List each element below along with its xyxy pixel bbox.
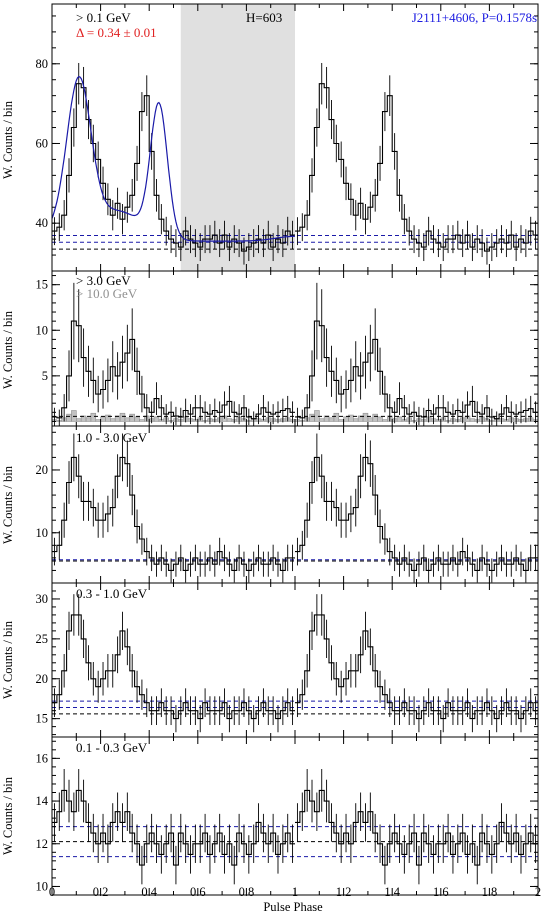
overlay-bar — [90, 412, 97, 422]
overlay-bar — [124, 417, 131, 422]
y-tick-label: 15 — [36, 712, 49, 726]
histogram-step — [52, 614, 295, 720]
x-axis-ticklabels: 0 0.2 0.4 0.6 0.8 1 1.2 1.4 1.6 1.8 2 — [49, 885, 541, 899]
offpulse-shaded-region — [180, 4, 295, 271]
histogram-layer — [51, 582, 539, 737]
y-tick-label: 25 — [36, 632, 49, 646]
y-tick-label: 10 — [36, 323, 49, 337]
y-tick-label: 14 — [36, 794, 49, 808]
energy-label: 0.1 - 0.3 GeV — [76, 740, 148, 755]
x-axis-label: Pulse Phase — [263, 900, 323, 914]
overlay-bar — [105, 414, 111, 422]
x-tick-label: 1.6 — [433, 885, 449, 899]
panel-above-3.0-gev: > 3.0 GeV > 10.0 GeV W. Counts / bin 5 10… — [1, 270, 539, 427]
x-tick-label: 1.2 — [336, 885, 352, 899]
histogram-step — [295, 614, 538, 720]
histogram-step — [295, 789, 538, 866]
overlay-bar — [134, 416, 140, 422]
y-tick-label: 80 — [36, 57, 49, 71]
y-tick-label: 20 — [36, 463, 49, 477]
y-axis-label: W. Counts / bin — [1, 465, 15, 544]
overlay-bar — [333, 412, 340, 422]
fit-curve — [51, 76, 295, 242]
x-tick-label: 0.2 — [93, 885, 109, 899]
overlay-bar — [367, 417, 374, 422]
x-tick-label: 1 — [292, 885, 298, 899]
histogram-step — [52, 320, 295, 420]
histogram-layer — [51, 426, 539, 584]
overlay-bar — [95, 419, 101, 422]
y-axis-label: W. Counts / bin — [1, 310, 15, 389]
overlay-bar — [85, 417, 92, 422]
overlay-bar — [343, 416, 349, 422]
energy-label: 0.3 - 1.0 GeV — [76, 586, 148, 601]
overlay-bar — [328, 417, 335, 422]
y-tick-label: 10 — [36, 879, 49, 893]
panel-1.0-3.0-gev: 1.0 - 3.0 GeV W. Counts / bin 10 20 — [1, 425, 539, 584]
overlay-bar — [153, 416, 160, 422]
y-tick-label: 15 — [36, 278, 49, 292]
overlay-bar — [362, 412, 369, 422]
panel-frame — [51, 736, 539, 896]
y-tick-label: 12 — [36, 837, 49, 851]
histogram-step — [52, 456, 295, 571]
overlay-bar — [309, 413, 315, 422]
overlay-bar — [469, 418, 476, 422]
htest-label: H=603 — [246, 10, 282, 25]
source-label: J2111+4606, P=0.1578s — [412, 10, 537, 25]
overlay-bar — [372, 413, 378, 422]
x-tick-label: 0.6 — [190, 885, 206, 899]
x-tick-label: 1.8 — [482, 885, 498, 899]
x-tick-label: 1.4 — [384, 885, 400, 899]
overlay-bar — [76, 418, 82, 422]
delta-label: Δ = 0.34 ± 0.01 — [76, 25, 157, 40]
overlay-bar — [119, 412, 126, 422]
histogram-step — [295, 320, 538, 420]
overlay-bar — [382, 419, 388, 422]
y-tick-label: 60 — [36, 136, 49, 150]
x-tick-label: 0 — [49, 885, 55, 899]
overlay-bar — [377, 416, 383, 422]
overlay-bar — [226, 418, 233, 422]
histogram-step — [52, 789, 295, 866]
panel-above-0.1-gev: > 0.1 GeV Δ = 0.34 ± 0.01 H=603 J2111+46… — [1, 3, 539, 272]
overlay-bar — [100, 416, 106, 422]
histogram-step — [295, 83, 538, 252]
y-axis-label: W. Counts / bin — [1, 620, 15, 699]
histogram-step — [295, 456, 538, 571]
overlay-bar — [139, 419, 145, 422]
energy-label: > 0.1 GeV — [76, 10, 131, 25]
y-tick-label: 16 — [36, 751, 49, 765]
y-tick-label: 5 — [42, 369, 48, 383]
overlay-bar — [396, 416, 403, 422]
overlay-bar — [318, 418, 325, 422]
y-axis-label: W. Counts / bin — [1, 776, 15, 855]
y-tick-label: 30 — [36, 592, 49, 606]
overlay-bar — [338, 419, 344, 422]
overlay-bar — [348, 414, 354, 422]
y-tick-label: 10 — [36, 526, 49, 540]
x-tick-label: 0.8 — [239, 885, 255, 899]
x-tick-label: 2 — [535, 885, 541, 899]
overlay-bar — [353, 418, 359, 422]
panel-0.3-1.0-gev: 0.3 - 1.0 GeV W. Counts / bin 15 20 25 30 — [1, 582, 539, 738]
overlay-bar — [129, 413, 135, 422]
y-tick-label: 40 — [36, 216, 49, 230]
overlay-bar — [66, 413, 72, 422]
energy-label: > 3.0 GeV — [76, 273, 131, 288]
histogram-layer — [51, 737, 539, 896]
y-tick-label: 20 — [36, 672, 49, 686]
overlay-bar — [110, 418, 116, 422]
overlay-label: > 10.0 GeV — [76, 286, 138, 301]
y-axis-label: W. Counts / bin — [1, 100, 15, 179]
histogram-layer — [51, 271, 539, 426]
x-tick-label: 0.4 — [141, 885, 157, 899]
energy-label: 1.0 - 3.0 GeV — [76, 430, 148, 445]
